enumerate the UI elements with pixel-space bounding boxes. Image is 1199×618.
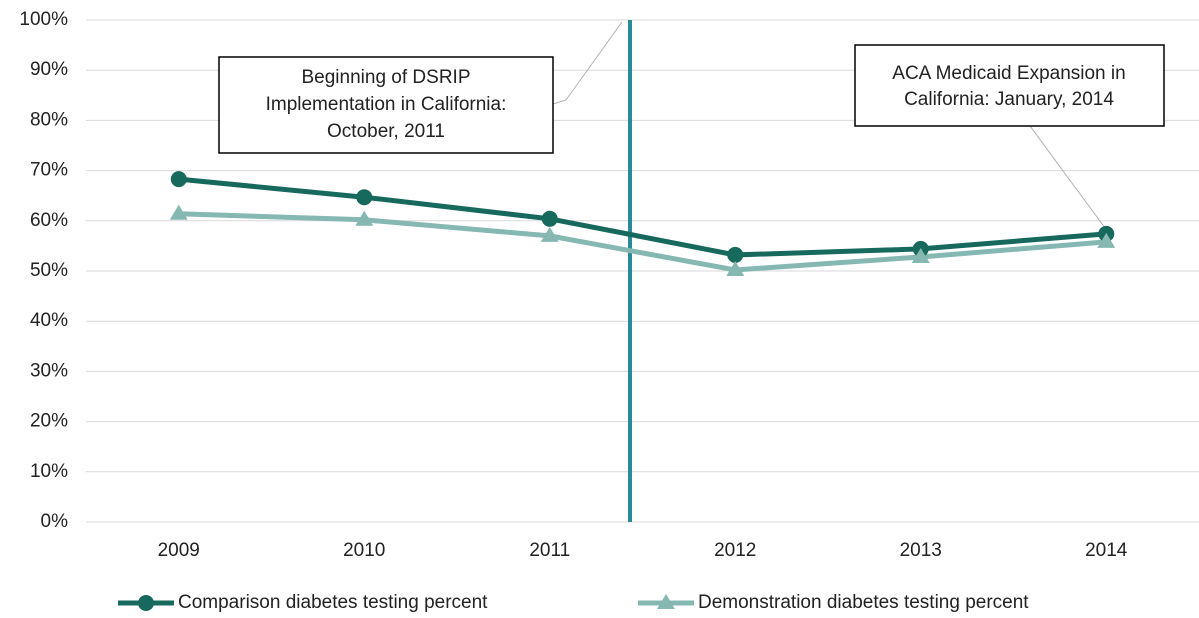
x-tick-label: 2009	[158, 540, 200, 561]
series-line	[178, 176, 1107, 258]
legend-marker	[657, 594, 675, 609]
annotation-box	[854, 44, 1165, 127]
legend: Comparison diabetes testing percent Demon…	[118, 592, 1029, 613]
point	[1097, 232, 1116, 248]
y-tick-label: 50%	[30, 260, 68, 281]
y-tick-label: 10%	[30, 461, 68, 482]
point	[355, 210, 374, 226]
series-line	[178, 211, 1107, 273]
x-tick-label: 2011	[529, 540, 570, 561]
annotation-text: ACA Medicaid Expansion in	[892, 63, 1125, 84]
annotation-box	[218, 56, 554, 154]
point	[727, 246, 744, 263]
point	[911, 247, 930, 263]
y-tick-label: 90%	[30, 59, 68, 80]
legend-label: Comparison diabetes testing percent	[178, 592, 488, 613]
annotation-text: October, 2011	[327, 121, 445, 142]
legend-label: Demonstration diabetes testing percent	[698, 592, 1029, 613]
annotation-text: Beginning of DSRIP	[302, 67, 471, 88]
y-tick-label: 30%	[30, 360, 68, 381]
point	[541, 210, 558, 227]
x-tick-label: 2013	[900, 540, 942, 561]
y-tick-label: 0%	[41, 511, 69, 532]
x-tick-label: 2012	[714, 540, 756, 561]
legend-marker	[138, 595, 154, 611]
point	[726, 260, 745, 276]
y-tick-label: 60%	[30, 210, 68, 231]
annotation-text: Implementation in California:	[266, 94, 507, 115]
leader-line	[552, 21, 623, 105]
leader-line	[1029, 125, 1109, 233]
y-tick-label: 70%	[30, 160, 68, 181]
y-tick-label: 40%	[30, 310, 68, 331]
point	[356, 189, 373, 206]
y-tick-label: 20%	[30, 411, 68, 432]
x-tick-label: 2014	[1085, 540, 1128, 561]
y-tick-label: 100%	[19, 9, 68, 30]
point	[169, 204, 188, 220]
x-tick-label: 2010	[343, 540, 385, 561]
y-tick-label: 80%	[30, 109, 68, 130]
point	[170, 171, 187, 188]
point	[540, 226, 559, 242]
annotation-text: California: January, 2014	[904, 89, 1114, 110]
